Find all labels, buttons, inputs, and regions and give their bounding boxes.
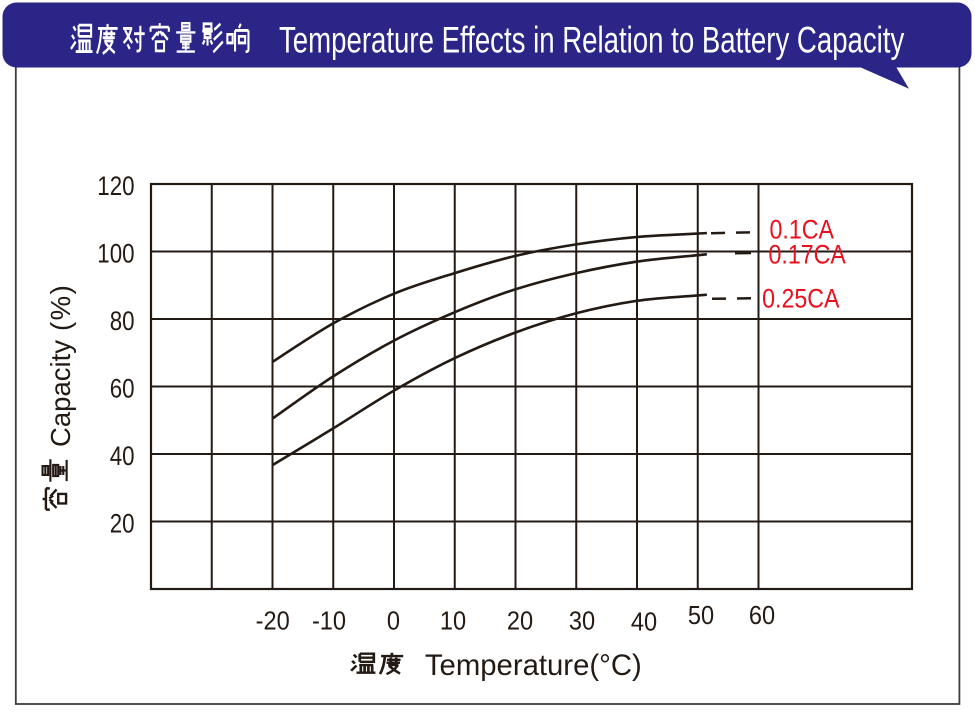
svg-text:0.1CA: 0.1CA (770, 215, 835, 245)
svg-text:Capacity: Capacity (45, 340, 76, 447)
svg-text:-10: -10 (312, 608, 346, 636)
svg-text:Temperature Effects in Relatio: Temperature Effects in Relation to Batte… (279, 18, 905, 60)
svg-text:50: 50 (688, 602, 714, 630)
svg-text:120: 120 (97, 172, 134, 201)
svg-text:30: 30 (569, 608, 595, 636)
svg-text:0.17CA: 0.17CA (769, 240, 847, 270)
svg-text:40: 40 (110, 442, 135, 471)
svg-text:0.25CA: 0.25CA (762, 284, 840, 314)
svg-text:0: 0 (387, 608, 400, 636)
svg-text:60: 60 (749, 602, 775, 630)
svg-text:-20: -20 (256, 608, 290, 636)
svg-text:Temperature(°C): Temperature(°C) (425, 649, 642, 682)
svg-text:60: 60 (110, 375, 135, 404)
svg-text:(%): (%) (45, 284, 76, 331)
svg-text:20: 20 (507, 608, 533, 636)
svg-text:100: 100 (97, 240, 134, 269)
svg-text:80: 80 (110, 307, 135, 336)
svg-text:20: 20 (110, 510, 135, 539)
svg-text:40: 40 (631, 609, 657, 637)
svg-text:10: 10 (440, 608, 466, 636)
